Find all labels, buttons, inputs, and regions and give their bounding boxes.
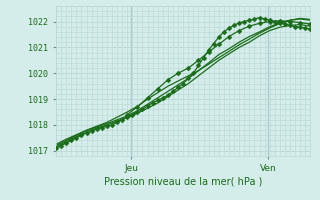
X-axis label: Pression niveau de la mer( hPa ): Pression niveau de la mer( hPa ) bbox=[104, 177, 262, 187]
